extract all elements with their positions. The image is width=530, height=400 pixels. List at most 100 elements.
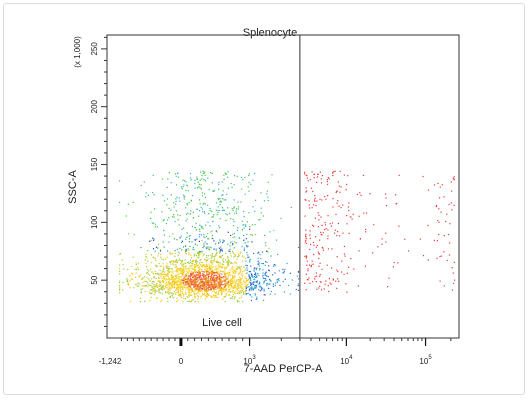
data-point bbox=[163, 278, 165, 280]
data-point bbox=[223, 274, 226, 276]
data-point bbox=[183, 276, 185, 278]
data-point bbox=[232, 275, 234, 277]
data-point bbox=[144, 259, 146, 261]
data-point bbox=[163, 273, 165, 275]
data-point bbox=[269, 231, 271, 233]
data-point bbox=[197, 296, 200, 298]
data-point bbox=[269, 278, 271, 280]
data-point bbox=[309, 282, 311, 284]
data-point bbox=[176, 282, 178, 284]
data-point bbox=[204, 258, 206, 260]
data-point bbox=[240, 279, 242, 281]
data-point bbox=[205, 289, 207, 291]
data-point bbox=[225, 267, 227, 269]
data-point bbox=[267, 196, 269, 198]
data-point bbox=[160, 299, 163, 301]
data-point bbox=[168, 270, 170, 272]
data-point bbox=[332, 198, 334, 200]
data-point bbox=[247, 278, 250, 280]
data-point bbox=[175, 175, 177, 177]
data-point bbox=[168, 278, 171, 280]
data-point bbox=[239, 270, 241, 273]
data-point bbox=[174, 220, 176, 223]
data-point bbox=[244, 285, 246, 287]
data-point bbox=[217, 292, 219, 294]
data-point bbox=[196, 288, 198, 291]
data-point bbox=[143, 284, 145, 287]
data-point bbox=[451, 289, 454, 291]
data-point bbox=[172, 287, 174, 289]
data-point bbox=[225, 219, 227, 221]
data-point bbox=[197, 254, 200, 256]
data-point bbox=[225, 173, 227, 175]
data-point bbox=[235, 282, 237, 284]
data-point bbox=[196, 278, 198, 280]
data-point bbox=[137, 282, 139, 284]
data-point bbox=[336, 287, 338, 289]
data-point bbox=[263, 277, 265, 280]
data-point bbox=[173, 216, 175, 218]
data-point bbox=[177, 299, 179, 301]
data-point bbox=[320, 289, 323, 291]
data-point bbox=[235, 286, 237, 288]
data-point bbox=[211, 282, 213, 284]
data-point bbox=[198, 287, 200, 289]
data-point bbox=[162, 280, 164, 282]
data-point bbox=[200, 290, 202, 292]
data-point bbox=[184, 292, 186, 294]
data-point bbox=[218, 281, 220, 283]
data-point bbox=[313, 177, 315, 179]
data-point bbox=[215, 296, 217, 298]
data-point bbox=[119, 289, 121, 291]
data-point bbox=[154, 208, 156, 210]
data-point bbox=[255, 274, 257, 276]
data-point bbox=[227, 264, 229, 266]
data-point bbox=[192, 248, 194, 250]
data-point bbox=[198, 274, 200, 277]
data-point bbox=[230, 252, 232, 254]
data-point bbox=[158, 290, 160, 292]
data-point bbox=[219, 262, 221, 264]
data-point bbox=[393, 261, 395, 264]
y-axis-label: SSC-A bbox=[67, 170, 79, 204]
data-point bbox=[266, 261, 268, 263]
data-point bbox=[225, 199, 227, 201]
data-point bbox=[305, 191, 307, 193]
data-point bbox=[194, 239, 196, 241]
data-point bbox=[156, 283, 158, 285]
data-point bbox=[132, 273, 134, 275]
data-point bbox=[154, 292, 156, 294]
data-point bbox=[185, 266, 187, 268]
data-point bbox=[235, 208, 238, 210]
data-point bbox=[231, 240, 233, 243]
data-point bbox=[279, 284, 281, 287]
data-point bbox=[259, 219, 261, 221]
data-point bbox=[212, 294, 214, 296]
data-point bbox=[182, 273, 184, 275]
data-point bbox=[181, 291, 183, 293]
data-point bbox=[223, 286, 225, 288]
data-point bbox=[222, 261, 224, 263]
data-point bbox=[193, 274, 195, 276]
data-point bbox=[198, 288, 200, 290]
data-point bbox=[325, 198, 327, 200]
data-point bbox=[235, 280, 237, 283]
data-point bbox=[197, 252, 199, 254]
data-point bbox=[211, 234, 213, 236]
data-point bbox=[218, 183, 220, 185]
data-point bbox=[202, 247, 204, 249]
data-point bbox=[161, 271, 163, 273]
data-point bbox=[196, 287, 198, 289]
data-point bbox=[181, 289, 183, 291]
data-point bbox=[342, 232, 344, 234]
data-point bbox=[228, 273, 231, 275]
data-point bbox=[198, 282, 201, 284]
data-point bbox=[240, 282, 242, 284]
data-point bbox=[306, 175, 308, 177]
data-point bbox=[263, 299, 265, 301]
data-point bbox=[272, 285, 274, 287]
data-point bbox=[262, 269, 264, 271]
data-point bbox=[195, 274, 197, 276]
data-point bbox=[163, 229, 165, 232]
data-point bbox=[183, 295, 185, 297]
